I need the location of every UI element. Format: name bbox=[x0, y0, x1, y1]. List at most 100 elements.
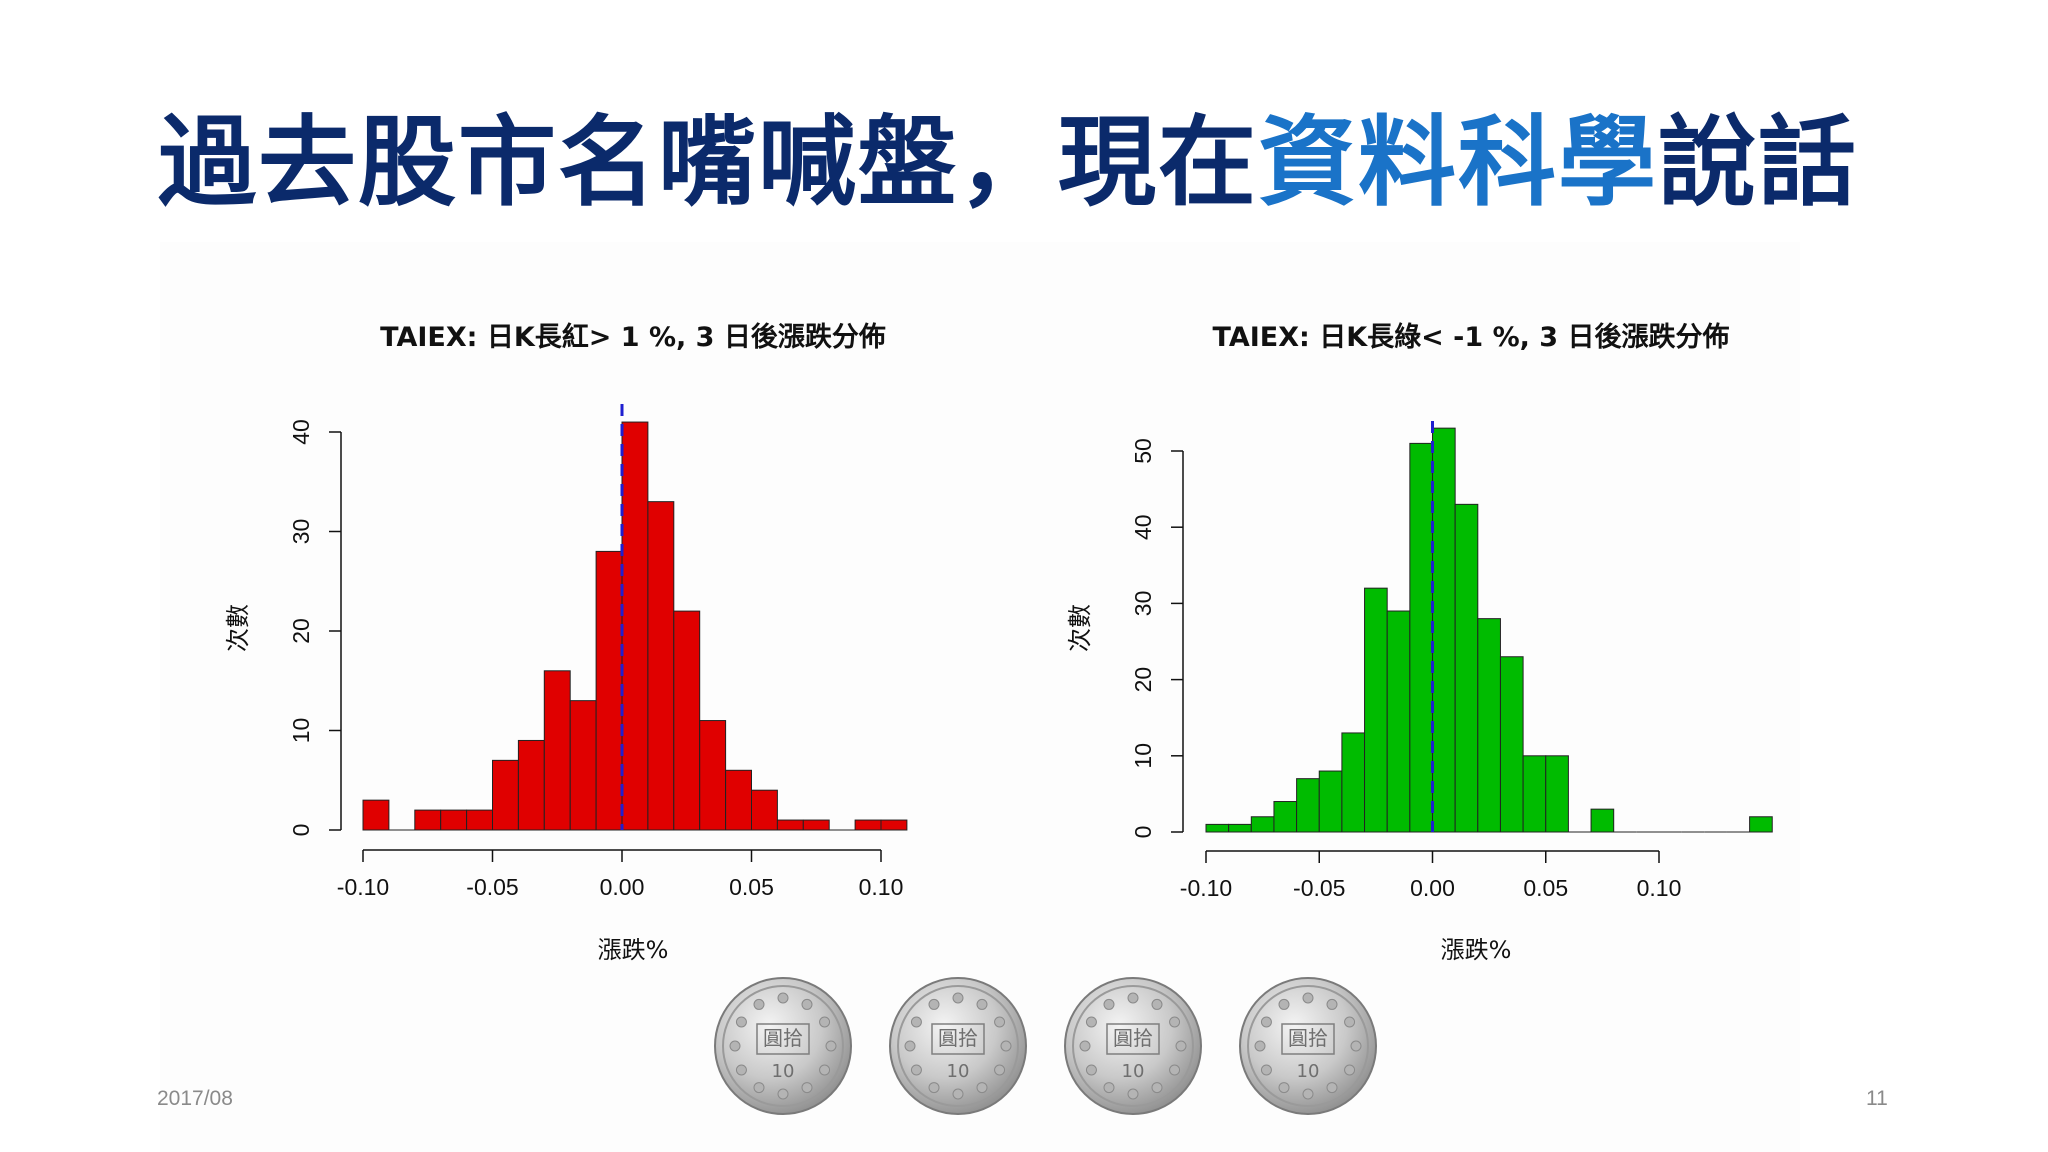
y-tick-label: 0 bbox=[1130, 826, 1156, 839]
coin-blossom bbox=[819, 1064, 831, 1076]
coin-blossom bbox=[753, 998, 765, 1010]
coin-text: 圓拾 bbox=[1288, 1026, 1328, 1050]
coin-blossom bbox=[1302, 1088, 1314, 1100]
coin-rim bbox=[722, 985, 844, 1107]
x-tick-label: 0.10 bbox=[859, 874, 904, 900]
histogram-bar bbox=[802, 819, 830, 831]
y-tick-label: 40 bbox=[1130, 514, 1156, 540]
ten-dollar-coin-icon: 圓拾 10 bbox=[714, 977, 852, 1115]
coin-blossom bbox=[1175, 1040, 1187, 1052]
histogram-bar bbox=[517, 739, 545, 831]
coin-blossom bbox=[801, 998, 813, 1010]
coin-blossom bbox=[904, 1040, 916, 1052]
coin-blossom bbox=[777, 992, 789, 1004]
ten-dollar-coin-icon: 圓拾 10 bbox=[1239, 977, 1377, 1115]
histogram-2: -0.10 -0.05 0.00 0.05 0.10 0 10 20 30 40 50 TAIEX: … bbox=[1066, 321, 1773, 964]
histogram-bar bbox=[647, 501, 675, 831]
histogram-bar bbox=[699, 720, 727, 831]
y-tick-label: 10 bbox=[1130, 743, 1156, 769]
x-tick-label: -0.10 bbox=[1180, 875, 1232, 901]
histogram-bar bbox=[751, 789, 778, 831]
page-number: 11 bbox=[1866, 1087, 1888, 1110]
coin-blossom bbox=[825, 1040, 837, 1052]
coin-body bbox=[1064, 977, 1202, 1115]
coin-plate bbox=[931, 1023, 985, 1055]
coin-blossom bbox=[1326, 1082, 1338, 1094]
coin-blossom bbox=[1085, 1016, 1097, 1028]
coin-text: 圓拾 bbox=[938, 1026, 978, 1050]
coin-blossom bbox=[1344, 1064, 1356, 1076]
coin-blossom bbox=[1127, 992, 1139, 1004]
coin-value: 10 bbox=[1297, 1061, 1320, 1082]
coin-blossom bbox=[1000, 1040, 1012, 1052]
x-tick-label: -0.10 bbox=[337, 874, 389, 900]
x-tick-label: 0.05 bbox=[729, 874, 774, 900]
coin-blossom bbox=[735, 1064, 747, 1076]
coin-rim bbox=[1247, 985, 1369, 1107]
y-axis-title: 次數 bbox=[1066, 604, 1094, 652]
coin-text: 圓拾 bbox=[1113, 1026, 1153, 1050]
coin-value: 10 bbox=[1122, 1061, 1145, 1082]
coin-blossom bbox=[1085, 1064, 1097, 1076]
coin-blossom bbox=[976, 998, 988, 1010]
coin-blossom bbox=[777, 1088, 789, 1100]
histogram-bar bbox=[1545, 755, 1569, 833]
x-tick-label: -0.05 bbox=[466, 874, 518, 900]
chart-title: TAIEX: 日K長綠< -1 %, 3 日後漲跌分佈 bbox=[1213, 321, 1730, 353]
coin-blossom bbox=[928, 1082, 940, 1094]
coin-text: 圓拾 bbox=[763, 1026, 803, 1050]
coin-body bbox=[714, 977, 852, 1115]
histogram-1: -0.10 -0.05 0.00 0.05 0.10 0 10 20 30 40 TAIEX: 日K… bbox=[224, 321, 908, 964]
title-part-2: 說話 bbox=[1658, 106, 1859, 220]
histogram-bar bbox=[543, 670, 571, 831]
x-axis-title: 漲跌% bbox=[1441, 936, 1512, 964]
y-tick-label: 30 bbox=[1130, 591, 1156, 617]
y-tick-label: 20 bbox=[1130, 667, 1156, 693]
title-part-1: 過去股市名嘴喊盤，現在 bbox=[158, 106, 1259, 220]
coin-blossom bbox=[1151, 1082, 1163, 1094]
histogram-bar bbox=[569, 700, 597, 831]
coin-blossom bbox=[1350, 1040, 1362, 1052]
coin-blossom bbox=[1103, 1082, 1115, 1094]
histogram-bar bbox=[362, 799, 390, 831]
histogram-bar bbox=[880, 819, 908, 831]
coin-body bbox=[1239, 977, 1377, 1115]
coin-blossom bbox=[952, 992, 964, 1004]
histogram-bar bbox=[595, 550, 623, 831]
coin-plate bbox=[1281, 1023, 1335, 1055]
slide-date: 2017/08 bbox=[157, 1087, 233, 1110]
coin-blossom bbox=[753, 1082, 765, 1094]
coin-blossom bbox=[994, 1064, 1006, 1076]
slide-title: 過去股市名嘴喊盤，現在資料科學說話 bbox=[158, 105, 1858, 223]
histogram-bar bbox=[1590, 808, 1615, 833]
coin-blossom bbox=[729, 1040, 741, 1052]
x-tick-label: 0.10 bbox=[1637, 875, 1682, 901]
coin-value: 10 bbox=[772, 1061, 795, 1082]
x-axis-title: 漲跌% bbox=[598, 936, 669, 964]
coin-blossom bbox=[1127, 1088, 1139, 1100]
coin-blossom bbox=[1079, 1040, 1091, 1052]
coin-blossom bbox=[1260, 1064, 1272, 1076]
y-tick-label: 20 bbox=[288, 618, 314, 644]
coin-body bbox=[889, 977, 1027, 1115]
histogram-bar bbox=[1749, 816, 1773, 833]
x-tick-label: 0.00 bbox=[600, 874, 645, 900]
coin-blossom bbox=[1260, 1016, 1272, 1028]
y-tick-label: 10 bbox=[288, 718, 314, 744]
y-axis-title: 次數 bbox=[224, 604, 252, 652]
coin-blossom bbox=[976, 1082, 988, 1094]
coin-blossom bbox=[1103, 998, 1115, 1010]
coin-blossom bbox=[928, 998, 940, 1010]
coin-blossom bbox=[1169, 1016, 1181, 1028]
x-tick-label: 0.05 bbox=[1523, 875, 1568, 901]
y-tick-label: 0 bbox=[288, 824, 314, 837]
coin-blossom bbox=[1302, 992, 1314, 1004]
coin-blossom bbox=[994, 1016, 1006, 1028]
y-tick-label: 50 bbox=[1130, 438, 1156, 464]
coin-blossom bbox=[1254, 1040, 1266, 1052]
coin-blossom bbox=[1344, 1016, 1356, 1028]
histogram-bar bbox=[1499, 656, 1524, 833]
coin-rim bbox=[1072, 985, 1194, 1107]
coin-value: 10 bbox=[947, 1061, 970, 1082]
